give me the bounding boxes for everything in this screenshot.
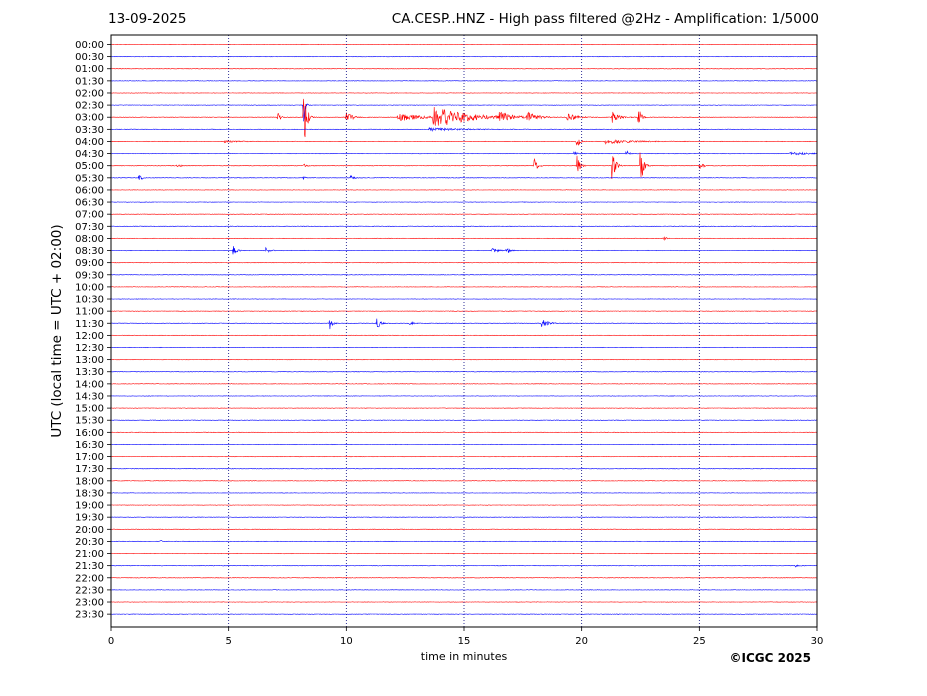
y-tick-label: 05:30	[75, 173, 104, 184]
x-tick-label: 10	[340, 636, 353, 647]
y-tick-label: 14:30	[75, 391, 104, 402]
y-tick-label: 13:00	[75, 355, 104, 366]
y-tick-label: 02:30	[75, 101, 104, 112]
plot-date: 13-09-2025	[108, 11, 187, 27]
y-tick-label: 05:00	[75, 161, 104, 172]
y-tick-label: 01:30	[75, 76, 104, 87]
y-tick-label: 23:00	[75, 598, 104, 609]
trace-1830	[111, 492, 817, 494]
y-tick-label: 14:00	[75, 379, 104, 390]
y-tick-label: 11:00	[75, 307, 104, 318]
trace-2030	[110, 540, 818, 543]
y-tick-label: 07:30	[75, 222, 104, 233]
y-tick-label: 09:30	[75, 270, 104, 281]
y-tick-label: 03:00	[75, 113, 104, 124]
y-tick-label: 12:00	[75, 331, 104, 342]
copyright-credit: ©ICGC 2025	[729, 651, 811, 665]
x-tick-label: 20	[575, 636, 588, 647]
gridline-group	[228, 35, 700, 627]
y-tick-label: 09:00	[75, 258, 104, 269]
y-tick-label: 06:00	[75, 185, 104, 196]
y-tick-label: 21:00	[75, 549, 104, 560]
x-axis-label: time in minutes	[420, 650, 508, 663]
x-tick-label: 5	[225, 636, 231, 647]
trace-1600	[110, 431, 817, 434]
y-tick-label: 08:30	[75, 246, 104, 257]
y-tick-label: 04:30	[75, 149, 104, 160]
y-tick-label: 16:30	[75, 440, 104, 451]
trace-2100	[110, 552, 818, 555]
y-tick-label: 04:00	[75, 137, 104, 148]
y-tick-label: 07:00	[75, 210, 104, 221]
trace-1630	[111, 443, 817, 446]
y-tick-label: 22:30	[75, 585, 104, 596]
y-tick-label: 22:00	[75, 573, 104, 584]
y-tick-label: 06:30	[75, 198, 104, 209]
y-tick-label: 08:00	[75, 234, 104, 245]
y-tick-label: 13:30	[75, 367, 104, 378]
y-tick-label: 10:30	[75, 295, 104, 306]
x-tick-label: 25	[693, 636, 706, 647]
trace-0630	[110, 201, 817, 203]
x-tick-label: 0	[108, 636, 114, 647]
trace-0430	[110, 150, 818, 156]
y-tick-label: 00:30	[75, 52, 104, 63]
plot-frame	[110, 34, 818, 628]
y-tick-label: 02:00	[75, 88, 104, 99]
y-tick-label: 10:00	[75, 282, 104, 293]
y-tick-label: 18:30	[75, 488, 104, 499]
trace-0300	[110, 98, 817, 138]
trace-0530	[110, 174, 818, 180]
trace-1900	[110, 504, 817, 506]
y-tick-label: 15:30	[75, 416, 104, 427]
y-tick-label: 18:00	[75, 476, 104, 487]
x-tick-label: 30	[811, 636, 824, 647]
x-tick-label: 15	[458, 636, 471, 647]
y-tick-label: 15:00	[75, 404, 104, 415]
y-tick-label: 20:00	[75, 525, 104, 536]
trace-2130	[110, 564, 818, 568]
y-tick-label: 12:30	[75, 343, 104, 354]
y-tick-label: 21:30	[75, 561, 104, 572]
trace-0800	[111, 236, 817, 241]
trace-0500	[111, 152, 817, 180]
y-tick-label: 17:00	[75, 452, 104, 463]
plot-title: CA.CESP..HNZ - High pass filtered @2Hz -…	[391, 11, 819, 27]
trace-0830	[110, 246, 818, 255]
trace-0600	[110, 189, 818, 191]
y-tick-label: 20:30	[75, 537, 104, 548]
y-tick-label: 19:00	[75, 501, 104, 512]
y-tick-label: 23:30	[75, 610, 104, 621]
y-tick-label: 11:30	[75, 319, 104, 330]
y-tick-label: 17:30	[75, 464, 104, 475]
y-tick-label: 03:30	[75, 125, 104, 136]
x-tick-group: 0 5 10 15 20 25 30	[108, 627, 824, 647]
trace-0900	[110, 261, 818, 264]
y-tick-label: 19:30	[75, 513, 104, 524]
y-tick-label: 01:00	[75, 64, 104, 75]
y-tick-label: 16:00	[75, 428, 104, 439]
y-tick-label: 00:00	[75, 40, 104, 51]
